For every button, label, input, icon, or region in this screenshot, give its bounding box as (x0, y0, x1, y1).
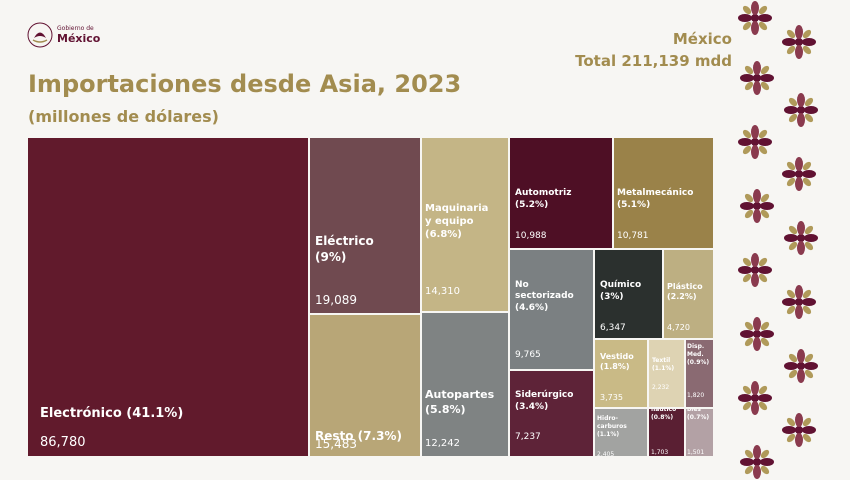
eagle-emblem-icon (27, 22, 53, 48)
tile-label: No sectorizado (4.6%) (515, 279, 574, 313)
tile-label: Metalmecánico (5.1%) (617, 188, 694, 210)
treemap-tile: Hidro- carburos (1.1%) 2,405 (594, 408, 648, 457)
tile-value: 2,405 (597, 451, 615, 457)
tile-label: Siderúrgico (3.4%) (515, 390, 574, 412)
tile-value: 1,501 (687, 449, 705, 456)
treemap-tile: Automotriz (5.2%) 10,988 (509, 137, 613, 249)
treemap-tile: Eléctrico (9%) 19,089 (309, 137, 421, 314)
treemap-tile: Plástico (2.2%) 4,720 (663, 249, 714, 339)
tile-label: Vestido (1.8%) (600, 351, 634, 371)
tile-value: 14,310 (425, 286, 460, 297)
treemap-tile: Disp. Med. (0.9%) 1,820 (685, 339, 714, 408)
treemap-tile: Electrónico (41.1%) 86,780 (27, 137, 309, 457)
tile-value: 1,820 (687, 392, 705, 399)
tile-value: 2,232 (652, 384, 670, 391)
tile-value: 12,242 (425, 438, 460, 449)
tile-label: Disp. Med. (0.9%) (687, 343, 710, 366)
treemap-tile: Maquinaria y equipo (6.8%) 14,310 (421, 137, 509, 312)
government-logo: Gobierno de México (27, 22, 100, 48)
logo-small-text: Gobierno de (57, 25, 94, 32)
tile-label: Textil (1.1%) (652, 357, 675, 372)
total-label: Total 211,139 mdd (575, 52, 732, 70)
treemap-tile: Aero- náutico (0.8%) 1,703 (648, 408, 685, 457)
treemap-tile: Metalmecánico (5.1%) 10,781 (613, 137, 714, 249)
treemap-tile: Siderúrgico (3.4%) 7,237 (509, 370, 594, 457)
tile-value: 4,720 (667, 323, 690, 332)
tile-value: 7,237 (515, 432, 541, 442)
tile-value: 10,988 (515, 231, 547, 241)
tile-label: Químico (3%) (600, 280, 642, 302)
treemap-tile: Resto (7.3%) 15,483 (309, 314, 421, 457)
tile-value: 3,735 (600, 393, 623, 402)
tile-value: 86,780 (40, 435, 86, 450)
tile-value: 10,781 (617, 231, 649, 241)
treemap-tile: Vestido (1.8%) 3,735 (594, 339, 648, 408)
tile-label: Hidro- carburos (1.1%) (597, 415, 627, 438)
treemap-tile: Autopartes (5.8%) 12,242 (421, 312, 509, 457)
logo-big-text: México (57, 32, 101, 45)
tile-value: 19,089 (315, 293, 357, 307)
tile-value: 6,347 (600, 323, 626, 333)
tile-label: Automotriz (5.2%) (515, 188, 572, 210)
tile-label: Resto (7.3%) (315, 429, 402, 444)
tile-label: Aero- náutico (0.8%) (651, 408, 677, 421)
tile-label: Autopartes (5.8%) (425, 388, 495, 416)
tile-label: Plástico (2.2%) (667, 281, 703, 301)
treemap-tile: Químico (3%) 6,347 (594, 249, 663, 339)
tile-value: 1,703 (651, 449, 669, 456)
chart-subtitle: (millones de dólares) (28, 107, 219, 126)
region-label: México (672, 30, 732, 48)
tile-value: 15,483 (315, 437, 357, 451)
tile-label: Maquinaria y equipo (6.8%) (425, 203, 489, 240)
treemap-tile: Mue- bles (0.7%) 1,501 (685, 408, 714, 457)
tile-value: 9,765 (515, 350, 541, 360)
tile-label: Mue- bles (0.7%) (687, 408, 710, 421)
decorative-border-pattern-icon (738, 1, 818, 479)
treemap-tile: Textil (1.1%) 2,232 (648, 339, 685, 408)
tile-label: Eléctrico (9%) (315, 234, 374, 264)
tile-label: Electrónico (41.1%) (40, 406, 184, 421)
treemap-tile: No sectorizado (4.6%) 9,765 (509, 249, 594, 370)
chart-title: Importaciones desde Asia, 2023 (28, 70, 462, 98)
